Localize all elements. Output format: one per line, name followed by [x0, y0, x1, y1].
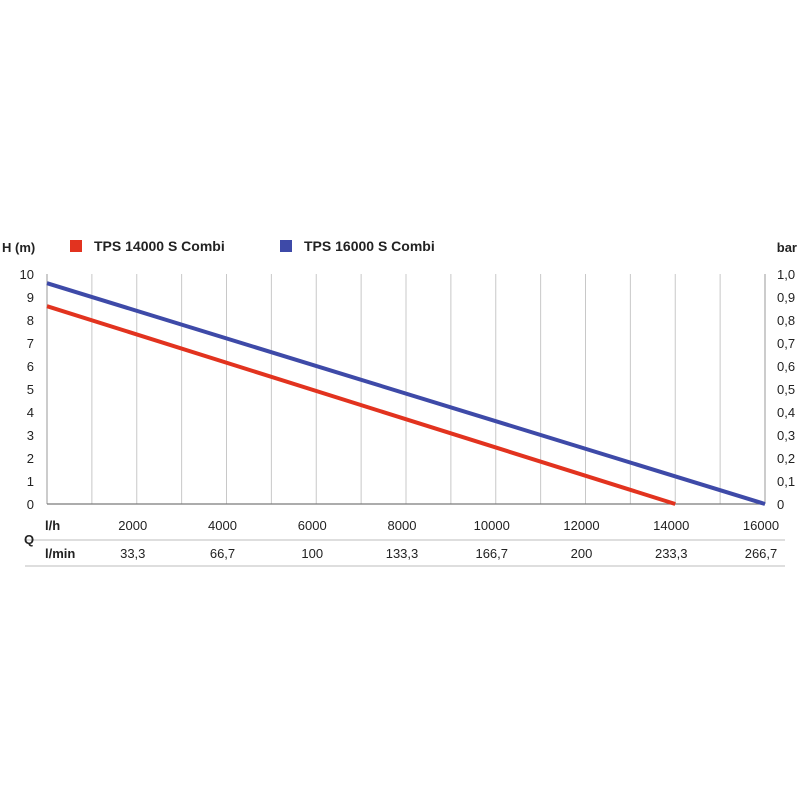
y-right-tick-label: 0	[777, 497, 784, 512]
x-lh-tick-label: 4000	[208, 518, 237, 533]
q-axis-title: Q	[24, 532, 34, 547]
x-lh-tick-label: 8000	[388, 518, 417, 533]
series-line-1	[46, 304, 676, 506]
y-left-tick-label: 8	[27, 313, 34, 328]
y-right-tick-label: 0,2	[777, 451, 795, 466]
y-right-tick-label: 0,6	[777, 359, 795, 374]
grid-lines	[91, 274, 721, 504]
x-lmin-tick-label: 233,3	[655, 546, 688, 561]
y-left-tick-label: 9	[27, 290, 34, 305]
x-lmin-tick-label: 200	[571, 546, 593, 561]
x-lh-tick-label: 12000	[563, 518, 599, 533]
legend: TPS 14000 S Combi TPS 16000 S Combi	[70, 238, 435, 254]
y-left-tick-label: 3	[27, 428, 34, 443]
y-left-tick-label: 7	[27, 336, 34, 351]
y-left-axis-title: H (m)	[2, 240, 35, 255]
y-left-tick-label: 10	[20, 267, 34, 282]
x-lh-tick-label: 2000	[118, 518, 147, 533]
legend-label-2: TPS 16000 S Combi	[304, 238, 435, 254]
x-lmin-tick-label: 100	[301, 546, 323, 561]
lh-row-unit: l/h	[45, 518, 60, 533]
lmin-row-unit: l/min	[45, 546, 75, 561]
y-right-tick-label: 0,1	[777, 474, 795, 489]
x-lmin-tick-label: 66,7	[210, 546, 235, 561]
tick-labels: 01234567891000,10,20,30,40,50,60,70,80,9…	[2, 240, 797, 561]
legend-swatch-2	[280, 240, 292, 252]
x-lh-tick-label: 10000	[474, 518, 510, 533]
x-lh-tick-label: 16000	[743, 518, 779, 533]
y-right-tick-label: 0,4	[777, 405, 795, 420]
y-left-tick-label: 0	[27, 497, 34, 512]
legend-label-1: TPS 14000 S Combi	[94, 238, 225, 254]
y-right-tick-label: 0,5	[777, 382, 795, 397]
y-right-tick-label: 0,7	[777, 336, 795, 351]
y-left-tick-label: 6	[27, 359, 34, 374]
x-lh-tick-label: 6000	[298, 518, 327, 533]
series-lines	[46, 281, 766, 506]
y-left-tick-label: 4	[27, 405, 34, 420]
y-left-tick-label: 2	[27, 451, 34, 466]
y-right-tick-label: 0,8	[777, 313, 795, 328]
y-right-tick-label: 0,3	[777, 428, 795, 443]
legend-swatch-1	[70, 240, 82, 252]
y-left-tick-label: 5	[27, 382, 34, 397]
x-lh-tick-label: 14000	[653, 518, 689, 533]
x-lmin-tick-label: 33,3	[120, 546, 145, 561]
y-right-tick-label: 0,9	[777, 290, 795, 305]
series-line-2	[46, 281, 766, 506]
y-left-tick-label: 1	[27, 474, 34, 489]
y-right-axis-title: bar	[777, 240, 797, 255]
x-lmin-tick-label: 266,7	[745, 546, 778, 561]
axes	[25, 274, 785, 567]
y-right-tick-label: 1,0	[777, 267, 795, 282]
x-lmin-tick-label: 166,7	[475, 546, 508, 561]
x-lmin-tick-label: 133,3	[386, 546, 419, 561]
